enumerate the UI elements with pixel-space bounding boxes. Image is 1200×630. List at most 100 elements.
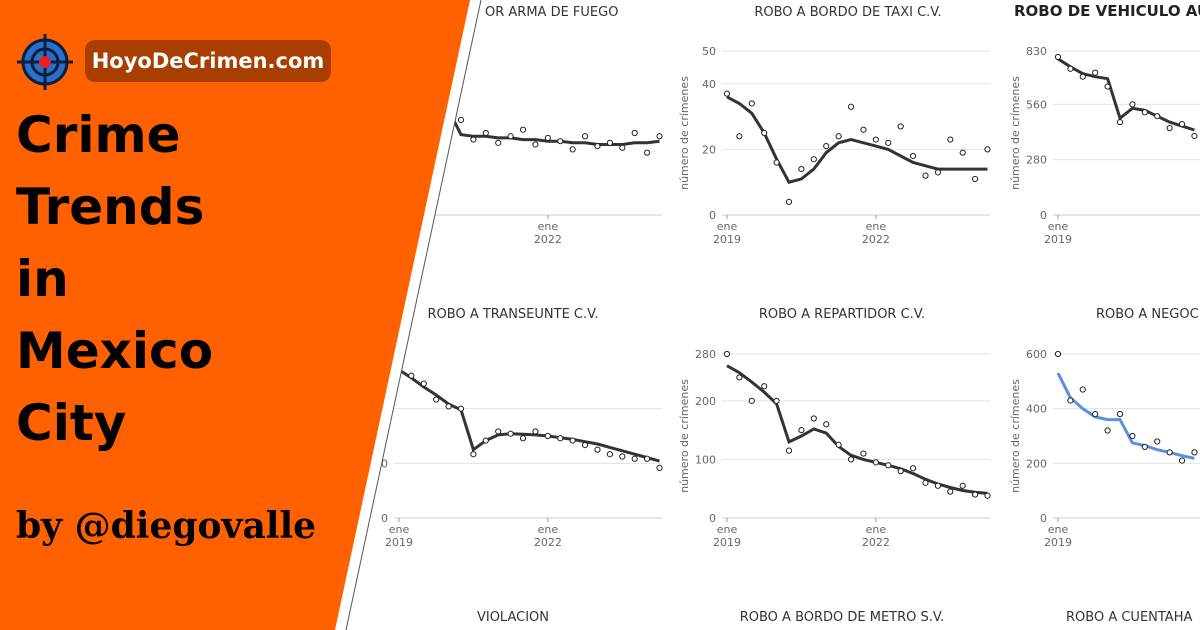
- data-point: [736, 133, 743, 140]
- data-point: [823, 421, 830, 428]
- data-point: [1178, 121, 1186, 128]
- y-tick-label: 560: [1026, 98, 1047, 111]
- y-tick-label: 50: [702, 45, 716, 58]
- y-tick-label: 0: [381, 512, 388, 525]
- data-point: [934, 169, 941, 176]
- data-point: [761, 129, 768, 137]
- data-point: [1079, 73, 1086, 80]
- data-point: [885, 139, 892, 146]
- data-point: [470, 136, 477, 143]
- data-point: [631, 455, 638, 462]
- data-point: [482, 129, 489, 137]
- data-point: [810, 415, 817, 422]
- y-tick-label: 0: [1040, 209, 1047, 222]
- data-point: [785, 447, 793, 454]
- data-point: [532, 428, 539, 435]
- data-point: [922, 172, 929, 179]
- y-tick-label: 40: [702, 78, 716, 91]
- data-point: [1054, 53, 1062, 61]
- data-point: [897, 123, 904, 130]
- headline-line: Trends: [16, 178, 204, 236]
- data-point: [947, 136, 954, 143]
- headline-line: Crime: [16, 106, 181, 164]
- x-tick-label: ene 2022: [534, 220, 562, 246]
- headline-line: City: [16, 394, 126, 452]
- data-point: [569, 437, 576, 444]
- data-point: [922, 479, 929, 486]
- data-point: [433, 396, 440, 403]
- data-point: [847, 103, 855, 110]
- data-point: [581, 442, 589, 449]
- x-tick-label: ene 2019: [713, 523, 741, 549]
- trend-line: [726, 364, 988, 495]
- y-axis-label: número de crímenes: [678, 379, 691, 493]
- data-point: [420, 380, 427, 387]
- panel-title: ROBO DE VEHICULO AU: [1014, 2, 1200, 20]
- data-point: [798, 165, 805, 173]
- panels: OR ARMA DE FUEGO ene 2022 ROBO A BORDO DE T…: [367, 2, 1200, 625]
- data-point: [544, 134, 551, 142]
- data-point: [1154, 438, 1161, 445]
- data-point: [909, 465, 917, 472]
- x-tick-label: ene 2022: [862, 220, 890, 246]
- data-point: [408, 372, 415, 379]
- y-tick-label: 0: [709, 512, 716, 525]
- data-point: [1079, 386, 1086, 393]
- headline-line: in: [16, 250, 69, 308]
- data-point: [972, 175, 979, 183]
- data-point: [656, 133, 663, 140]
- x-tick-label: ene 2022: [862, 523, 890, 549]
- data-point: [723, 90, 731, 97]
- data-point: [872, 136, 879, 143]
- data-point: [519, 126, 527, 133]
- x-tick-label: ene 2022: [534, 523, 562, 549]
- data-point: [773, 159, 780, 166]
- data-point: [606, 451, 613, 458]
- data-point: [569, 146, 576, 153]
- data-point: [885, 462, 892, 469]
- data-point: [532, 141, 539, 148]
- divider-line: [345, 0, 482, 630]
- data-point: [656, 464, 663, 471]
- banner: [0, 0, 470, 630]
- x-tick-label: ene 2019: [1044, 220, 1072, 246]
- logo-icon: [17, 34, 73, 90]
- data-point: [1067, 65, 1074, 72]
- panel-title: VIOLACION: [477, 610, 549, 625]
- y-tick-label: 830: [1026, 45, 1047, 58]
- data-point: [594, 446, 601, 453]
- data-point: [773, 397, 780, 404]
- data-point: [761, 383, 768, 390]
- data-point: [897, 468, 904, 475]
- data-point: [482, 437, 489, 444]
- data-point: [507, 133, 514, 140]
- x-tick-label: ene 2019: [1044, 523, 1072, 549]
- data-point: [619, 144, 626, 151]
- x-tick-label: ene 2019: [713, 220, 741, 246]
- y-tick-label: 0: [1040, 512, 1047, 525]
- data-point: [1092, 411, 1099, 418]
- data-point: [1141, 443, 1148, 451]
- data-point: [1191, 449, 1198, 456]
- y-tick-label: 0: [709, 209, 716, 222]
- divider: [335, 0, 481, 630]
- data-point: [1054, 350, 1062, 358]
- data-point: [1104, 427, 1111, 434]
- data-point: [798, 427, 805, 434]
- y-axis-label: número de crímenes: [678, 76, 691, 190]
- panel-title: OR ARMA DE FUEGO: [485, 5, 618, 20]
- logo-pill: [85, 40, 331, 82]
- data-point: [457, 405, 465, 412]
- data-point: [736, 374, 743, 381]
- panel-title: ROBO A REPARTIDOR C.V.: [759, 307, 925, 322]
- y-tick-label: 200: [1026, 457, 1047, 470]
- data-point: [748, 100, 755, 107]
- data-point: [619, 453, 626, 460]
- y-axis-label: número de crímenes: [1009, 76, 1022, 190]
- data-point: [557, 138, 564, 145]
- data-point: [860, 450, 867, 457]
- data-point: [1116, 411, 1124, 418]
- trend-line: [1057, 57, 1195, 132]
- y-tick-label: 280: [695, 348, 716, 361]
